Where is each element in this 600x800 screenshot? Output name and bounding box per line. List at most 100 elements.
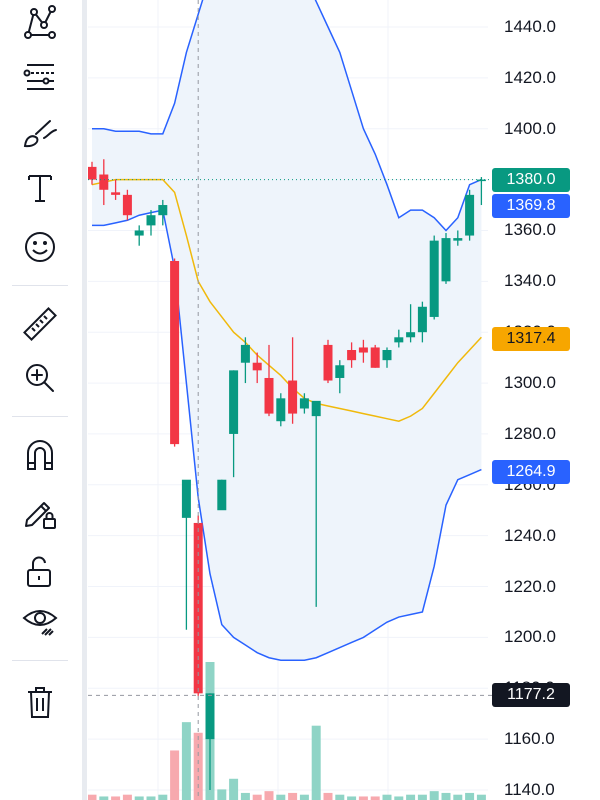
candle-body bbox=[99, 174, 109, 190]
price-tick-label: 1340.0 bbox=[504, 271, 556, 291]
volume-bar bbox=[441, 792, 451, 800]
candle-body bbox=[394, 337, 404, 343]
candle-body bbox=[347, 350, 357, 361]
candle-body bbox=[323, 344, 333, 381]
candle-body bbox=[311, 400, 321, 417]
candle-body bbox=[382, 350, 392, 361]
candle-body bbox=[453, 238, 463, 241]
bollinger-lower-line bbox=[92, 209, 482, 662]
lock-all-tool-button[interactable] bbox=[14, 550, 66, 594]
volume-bar bbox=[311, 725, 321, 800]
volume-bar bbox=[394, 796, 404, 800]
text-icon bbox=[28, 175, 52, 202]
candle-body bbox=[406, 332, 416, 338]
measure-tool-button[interactable] bbox=[14, 302, 66, 346]
toolbar-divider bbox=[12, 660, 68, 661]
candle-body bbox=[441, 238, 451, 282]
chart-pane[interactable] bbox=[88, 0, 600, 800]
candle-body bbox=[146, 215, 156, 226]
volume-bar bbox=[88, 794, 97, 800]
volume-bar bbox=[158, 794, 168, 800]
volume-bar bbox=[476, 794, 486, 800]
candle-body bbox=[111, 192, 121, 195]
volume-bar bbox=[229, 778, 239, 800]
price-chart[interactable] bbox=[88, 0, 600, 800]
price-tick-label: 1440.0 bbox=[504, 17, 556, 36]
pencil-lock-icon bbox=[25, 502, 56, 529]
fib-retracement-icon bbox=[23, 64, 54, 90]
price-tick-label: 1240.0 bbox=[504, 525, 556, 545]
candle-body bbox=[417, 306, 427, 333]
zoom-in-icon bbox=[26, 364, 54, 392]
volume-bar bbox=[264, 791, 274, 800]
toolbar-resize-edge[interactable] bbox=[82, 0, 87, 800]
brush-tool-button[interactable] bbox=[14, 110, 66, 154]
volume-bar bbox=[146, 796, 156, 800]
price-badge: 1177.2 bbox=[492, 683, 570, 708]
candle-body bbox=[264, 377, 274, 414]
candle-body bbox=[158, 205, 168, 216]
toolbar-divider bbox=[12, 416, 68, 417]
volume-bar bbox=[358, 796, 368, 800]
price-tick-label: 1300.0 bbox=[504, 373, 556, 393]
volume-bar bbox=[323, 792, 333, 800]
brush-icon bbox=[23, 120, 57, 148]
pattern-tool-button[interactable] bbox=[14, 0, 66, 44]
candle-body bbox=[205, 693, 215, 740]
volume-bar bbox=[406, 794, 416, 800]
candle-body bbox=[240, 344, 250, 363]
volume-bar bbox=[370, 796, 380, 800]
volume-bar bbox=[465, 792, 475, 800]
candle-body bbox=[88, 166, 97, 180]
candle-body bbox=[122, 194, 132, 216]
volume-bar bbox=[347, 796, 357, 800]
candle-body bbox=[217, 479, 227, 511]
fib-tool-button[interactable] bbox=[14, 54, 66, 98]
delete-tool-button[interactable] bbox=[14, 680, 66, 724]
trash-icon bbox=[28, 687, 52, 718]
volume-bar bbox=[453, 794, 463, 800]
bollinger-band-fill bbox=[92, 0, 482, 661]
text-tool-button[interactable] bbox=[14, 166, 66, 210]
candle-body bbox=[335, 365, 345, 378]
smiley-icon bbox=[25, 232, 55, 262]
pattern-icon bbox=[24, 5, 56, 39]
volume-bar bbox=[429, 791, 439, 800]
bollinger-upper-line bbox=[92, 0, 482, 232]
price-tick-label: 1360.0 bbox=[504, 220, 556, 240]
emoji-tool-button[interactable] bbox=[14, 225, 66, 269]
price-badge: 1369.8 bbox=[492, 193, 570, 218]
candle-body bbox=[358, 347, 368, 353]
candle-body bbox=[465, 194, 475, 236]
toolbar-divider bbox=[12, 285, 68, 286]
candle-body bbox=[252, 362, 262, 371]
magnet-icon bbox=[27, 440, 53, 470]
zoom-tool-button[interactable] bbox=[14, 356, 66, 400]
volume-bar bbox=[111, 796, 121, 800]
drawing-toolbar bbox=[0, 0, 80, 800]
volume-bar bbox=[288, 792, 298, 800]
price-tick-label: 1140.0 bbox=[504, 780, 555, 799]
candle-body bbox=[476, 179, 486, 182]
price-tick-label: 1420.0 bbox=[504, 67, 556, 87]
candle-body bbox=[370, 347, 380, 368]
eye-icon bbox=[22, 610, 58, 636]
price-tick-label: 1200.0 bbox=[504, 627, 556, 647]
volume-bar bbox=[181, 722, 191, 800]
candle-body bbox=[134, 230, 144, 236]
candle-body bbox=[288, 380, 298, 414]
visibility-tool-button[interactable] bbox=[14, 598, 66, 642]
volume-bar bbox=[170, 750, 180, 800]
volume-bar bbox=[335, 794, 345, 800]
magnet-tool-button[interactable] bbox=[14, 433, 66, 477]
volume-bar bbox=[134, 796, 144, 800]
candle-body bbox=[299, 398, 309, 409]
unlock-icon bbox=[27, 556, 51, 587]
volume-bar bbox=[193, 732, 203, 800]
candle-body bbox=[429, 240, 439, 317]
ruler-icon bbox=[23, 307, 57, 341]
candle-body bbox=[170, 260, 180, 445]
volume-bar bbox=[240, 792, 250, 800]
lock-drawing-tool-button[interactable] bbox=[14, 490, 66, 534]
volume-bar bbox=[252, 794, 262, 800]
